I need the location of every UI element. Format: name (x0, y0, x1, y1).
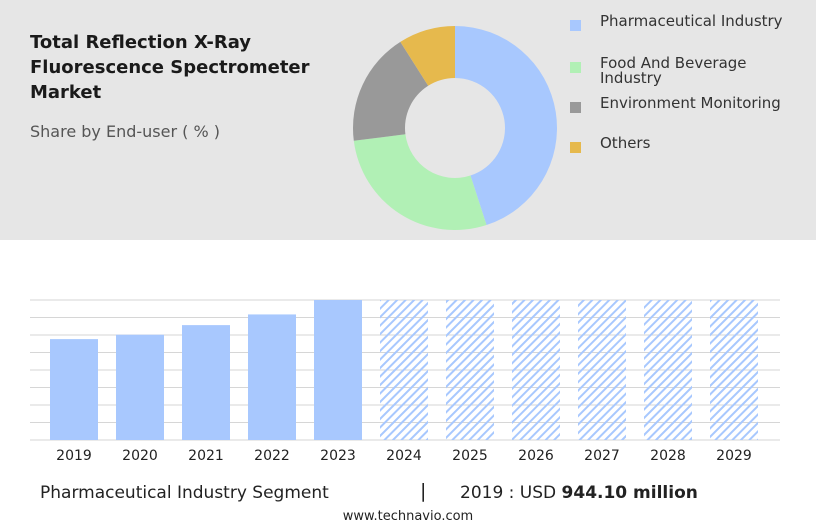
legend-label: Others (600, 134, 651, 152)
footer-value-amount: 944.10 million (561, 483, 698, 503)
legend-swatch (570, 20, 581, 31)
chart-subtitle: Share by End-user ( % ) (30, 122, 220, 141)
legend-label: Food And Beverage Industry (600, 54, 747, 87)
donut-slice-others (400, 26, 455, 86)
bar-2021 (182, 325, 230, 440)
footer-segment-label: Pharmaceutical Industry Segment (40, 483, 329, 503)
donut-slice-food-and-beverage-industry (353, 134, 487, 231)
legend-swatch (570, 142, 581, 153)
forecast-bar-2024 (380, 300, 428, 440)
legend-label: Environment Monitoring (600, 94, 781, 112)
legend-label: Pharmaceutical Industry (600, 12, 783, 30)
footer-year-prefix: 2019 : USD (460, 483, 557, 503)
donut-slice-pharmaceutical-industry (455, 26, 557, 226)
legend-swatch (570, 102, 581, 113)
forecast-bar-2026 (512, 300, 560, 440)
x-tick-label-2019: 2019 (56, 448, 92, 464)
donut-chart (353, 26, 557, 231)
donut-slice-environment-monitoring (353, 41, 429, 141)
chart-title: Total Reflection X-Ray Fluorescence Spec… (30, 32, 310, 103)
x-tick-label-2022: 2022 (254, 448, 290, 464)
forecast-bar-2027 (578, 300, 626, 440)
bar-chart: 2019 2020 2021 2022 2023 2024 2025 2026 2027 2028… (30, 299, 780, 464)
bar-2020 (116, 334, 164, 440)
x-tick-label-2027: 2027 (584, 448, 620, 464)
x-tick-label-2020: 2020 (122, 448, 158, 464)
x-tick-label-2021: 2021 (188, 448, 224, 464)
forecast-bar-2029 (710, 300, 758, 440)
legend-swatch (570, 62, 581, 73)
footer-value: 2019 : USD 944.10 million (460, 483, 698, 503)
bar-2019 (50, 339, 98, 440)
x-tick-label-2029: 2029 (716, 448, 752, 464)
x-tick-label-2024: 2024 (386, 448, 422, 464)
bar-2022 (248, 314, 296, 440)
x-tick-label-2026: 2026 (518, 448, 554, 464)
forecast-bar-2025 (446, 300, 494, 440)
bar-2023 (314, 300, 362, 440)
x-tick-label-2025: 2025 (452, 448, 488, 464)
x-tick-label-2023: 2023 (320, 448, 356, 464)
x-tick-label-2028: 2028 (650, 448, 686, 464)
source-link[interactable]: www.technavio.com (342, 509, 474, 524)
forecast-bar-2028 (644, 300, 692, 440)
footer-divider: | (420, 480, 427, 502)
